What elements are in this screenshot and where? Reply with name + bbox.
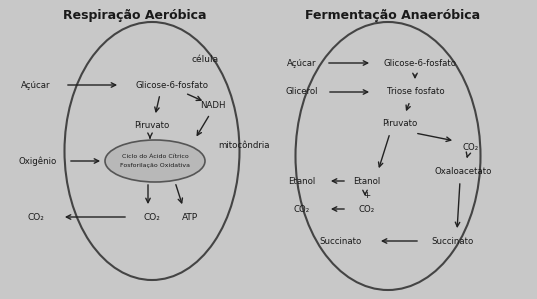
Text: Açúcar: Açúcar [21, 80, 51, 89]
Text: Respiração Aeróbica: Respiração Aeróbica [63, 8, 207, 22]
Text: Oxaloacetato: Oxaloacetato [434, 167, 492, 176]
Text: Fermentação Anaeróbica: Fermentação Anaeróbica [306, 8, 481, 22]
Text: CO₂: CO₂ [294, 205, 310, 213]
Text: Etanol: Etanol [353, 176, 381, 185]
Text: Glicose-6-fosfato: Glicose-6-fosfato [383, 59, 456, 68]
Text: +: + [364, 191, 371, 201]
Text: Oxigênio: Oxigênio [19, 156, 57, 166]
Text: célula: célula [191, 54, 219, 63]
Text: Fosforilação Oxidativa: Fosforilação Oxidativa [120, 164, 190, 169]
Text: NADH: NADH [200, 100, 226, 109]
Text: CO₂: CO₂ [143, 213, 161, 222]
Text: CO₂: CO₂ [463, 143, 479, 152]
Text: Glicerol: Glicerol [286, 88, 318, 97]
Text: mitocôndria: mitocôndria [218, 141, 270, 150]
Text: Succinato: Succinato [319, 237, 361, 245]
Text: Succinato: Succinato [431, 237, 473, 245]
Text: ATP: ATP [182, 213, 198, 222]
Text: Glicose-6-fosfato: Glicose-6-fosfato [135, 80, 208, 89]
Text: CO₂: CO₂ [27, 213, 45, 222]
Text: Piruvato: Piruvato [134, 121, 170, 130]
Text: Açúcar: Açúcar [287, 59, 317, 68]
Text: Etanol: Etanol [288, 176, 316, 185]
Text: Triose fosfato: Triose fosfato [387, 88, 445, 97]
Ellipse shape [105, 140, 205, 182]
Text: Ciclo do Ácido Cítrico: Ciclo do Ácido Cítrico [121, 155, 188, 159]
Text: Piruvato: Piruvato [382, 120, 418, 129]
Text: CO₂: CO₂ [359, 205, 375, 213]
